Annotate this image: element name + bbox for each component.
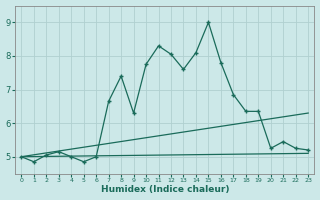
X-axis label: Humidex (Indice chaleur): Humidex (Indice chaleur) (100, 185, 229, 194)
